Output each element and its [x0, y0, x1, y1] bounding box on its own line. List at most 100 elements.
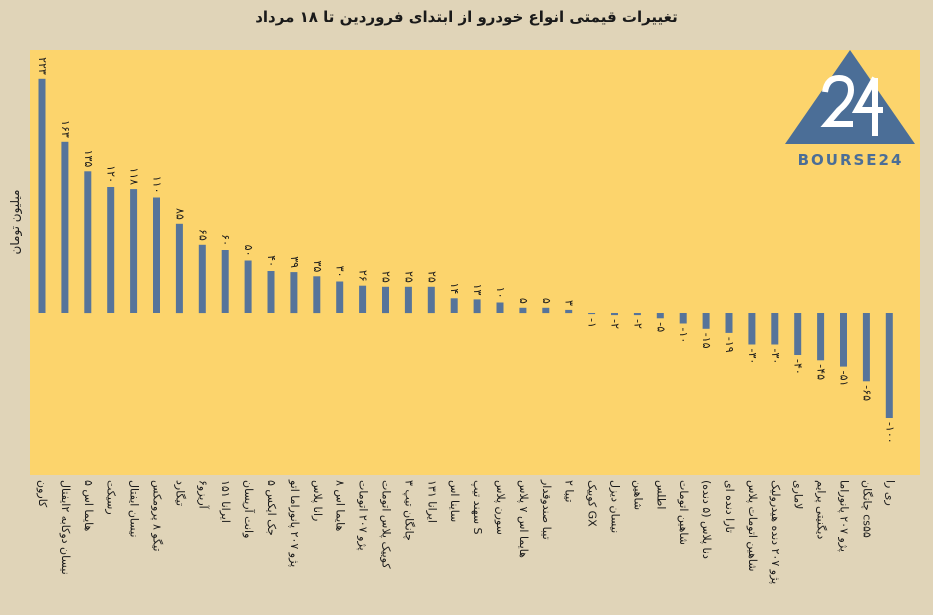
data-label: ۱۱۸	[128, 167, 141, 185]
bar	[450, 298, 458, 313]
category-label: تیگارد	[173, 480, 186, 506]
category-label: ایرانا ۱۵۱	[219, 480, 232, 523]
bar	[290, 272, 298, 314]
bar	[404, 286, 412, 314]
data-label: ۳۵	[311, 260, 324, 272]
category-label: هایما اس ۷ پلاس	[517, 480, 530, 558]
bar	[748, 313, 756, 345]
data-label: -۲	[631, 319, 644, 329]
bar	[336, 281, 344, 313]
data-label: ۱۱۰	[151, 176, 164, 194]
category-label: سهند تیپ S	[471, 480, 484, 535]
data-label: -۱۰	[677, 328, 690, 344]
bar	[359, 285, 367, 313]
bar	[221, 250, 229, 313]
data-label: ۵۰	[242, 245, 255, 257]
bar	[817, 313, 825, 361]
data-label: ۲۲۳	[36, 57, 49, 75]
category-label: شاهین اتومات پلاس	[746, 480, 759, 572]
category-label: کارون	[36, 480, 49, 508]
bar	[382, 286, 389, 314]
bar	[175, 223, 183, 314]
category-label: تیبا ۲	[563, 480, 576, 502]
data-label: ۱۴	[448, 282, 461, 294]
data-label: ۱۳	[471, 284, 484, 296]
bar	[679, 313, 687, 324]
data-label: -۵	[654, 322, 667, 332]
data-label: ۳۰	[334, 266, 347, 278]
bar	[840, 313, 847, 367]
category-label: رانا پلاس	[311, 480, 324, 521]
category-label: نیسان دیزل	[609, 480, 622, 533]
category-label: دیگنیتی پرایم	[815, 480, 828, 539]
category-label: دنا پلاس (۵ دنده)	[700, 480, 713, 559]
bar	[633, 313, 641, 316]
bar	[107, 187, 115, 313]
bar	[84, 171, 92, 314]
data-label: -۱۹	[723, 337, 736, 353]
bar	[542, 307, 550, 314]
category-label: تیگو ۸ پرومکس	[151, 480, 164, 552]
data-label: ۳۹	[288, 256, 301, 268]
y-axis-label: میلیون تومان	[8, 189, 22, 255]
logo-text: BOURSE24	[797, 151, 904, 169]
category-label: پژو ۲۰۷ اتومات	[357, 480, 370, 551]
data-label: ۳	[563, 300, 576, 306]
data-label: ۸۵	[173, 208, 186, 220]
category-label: سورن پلاس	[494, 480, 507, 535]
category-label: ایرانا ۱۳۱	[425, 480, 438, 523]
data-label: ۲۵	[402, 271, 415, 283]
bar	[267, 271, 275, 313]
category-label: لاماری	[792, 480, 805, 509]
category-label: کوییک پلاس اتومات	[380, 480, 393, 569]
category-label: رسیکت	[105, 480, 118, 515]
data-label: -۵۱	[838, 371, 851, 387]
bar	[473, 299, 481, 314]
data-label: -۶۵	[860, 385, 873, 401]
category-label: پژو ۲۰۷ دنده هیدرولیک	[769, 480, 782, 584]
data-label: -۱۰۰	[883, 422, 896, 444]
bar	[656, 313, 664, 319]
category-label: شاهین اتومات	[677, 480, 690, 545]
category-label: تارا دنده ای	[723, 480, 736, 533]
bar	[794, 313, 802, 355]
bar	[244, 260, 252, 313]
bar	[198, 244, 206, 314]
data-label: ۱۲۰	[105, 165, 118, 183]
data-label: ۲۵	[425, 271, 438, 283]
category-label: جک ایکس ۵	[265, 480, 278, 536]
bar	[725, 313, 733, 333]
category-label: چانگان تیپ ۳	[402, 480, 415, 541]
bar	[611, 313, 618, 316]
category-label: کوییک GX	[586, 480, 599, 527]
bar	[702, 313, 710, 329]
data-label: -۳۰	[746, 349, 759, 365]
bar	[38, 78, 46, 313]
category-label: وانت آریسان	[242, 480, 256, 538]
data-label: -۳۰	[769, 349, 782, 365]
data-label: ۶۰	[219, 234, 232, 246]
category-label: پژو ۲۰۷ پانوراما اتو	[288, 479, 301, 567]
data-label: ۵	[540, 298, 553, 304]
category-labels-layer: کارون نیسان دوکابه ۲ایفتال هایما اس ۵ رسیکت…	[36, 479, 896, 584]
data-label: -۲	[609, 319, 622, 329]
bar	[565, 309, 573, 314]
bar	[771, 313, 779, 345]
bar	[885, 313, 893, 418]
data-label: ۶۵	[196, 229, 209, 241]
bar	[130, 189, 138, 313]
data-label: ۲۵	[380, 271, 393, 283]
category-label: تیبا صندوقدار	[540, 479, 553, 540]
logo-triangle-icon	[785, 50, 915, 144]
data-label: -۴۵	[815, 364, 828, 380]
bar	[313, 276, 321, 314]
data-label: ۱۰	[494, 287, 507, 299]
bar	[588, 313, 596, 315]
data-label: ۲۶	[357, 270, 370, 282]
data-label: ۱۳۵	[82, 150, 95, 168]
category-label: آریزو۶	[196, 480, 210, 510]
bar	[519, 307, 527, 314]
bar	[153, 197, 160, 313]
